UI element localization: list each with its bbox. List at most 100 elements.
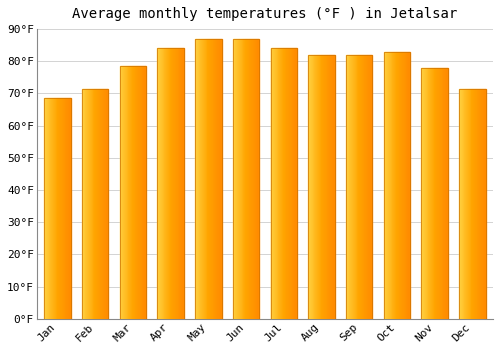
Bar — [406, 51, 408, 319]
Bar — [158, 48, 159, 319]
Bar — [330, 55, 331, 319]
Bar — [445, 68, 446, 319]
Bar — [103, 89, 104, 319]
Bar — [104, 89, 105, 319]
Bar — [59, 98, 60, 319]
Bar — [484, 89, 486, 319]
Bar — [128, 66, 130, 319]
Bar — [94, 89, 95, 319]
Bar — [219, 39, 220, 319]
Bar — [318, 55, 319, 319]
Bar — [390, 51, 392, 319]
Bar — [367, 55, 368, 319]
Bar — [289, 48, 290, 319]
Bar — [275, 48, 276, 319]
Bar — [288, 48, 289, 319]
Bar — [256, 39, 258, 319]
Bar — [272, 48, 273, 319]
Bar — [211, 39, 212, 319]
Bar — [138, 66, 139, 319]
Bar — [239, 39, 240, 319]
Bar — [208, 39, 209, 319]
Bar — [353, 55, 354, 319]
Bar — [89, 89, 90, 319]
Bar — [46, 98, 47, 319]
Bar — [176, 48, 177, 319]
Bar — [240, 39, 241, 319]
Bar — [436, 68, 437, 319]
Bar — [195, 39, 196, 319]
Bar — [258, 39, 259, 319]
Bar — [210, 39, 211, 319]
Bar — [350, 55, 352, 319]
Bar — [166, 48, 167, 319]
Bar — [270, 48, 297, 319]
Bar — [92, 89, 94, 319]
Bar — [48, 98, 50, 319]
Bar — [440, 68, 441, 319]
Bar — [476, 89, 478, 319]
Bar — [354, 55, 355, 319]
Bar — [469, 89, 470, 319]
Bar — [311, 55, 312, 319]
Bar — [441, 68, 442, 319]
Bar — [294, 48, 295, 319]
Bar — [220, 39, 222, 319]
Bar — [430, 68, 431, 319]
Bar — [423, 68, 424, 319]
Bar — [44, 98, 45, 319]
Bar — [61, 98, 62, 319]
Bar — [347, 55, 348, 319]
Bar — [446, 68, 447, 319]
Bar — [348, 55, 350, 319]
Bar — [55, 98, 56, 319]
Bar — [160, 48, 161, 319]
Bar — [144, 66, 145, 319]
Bar — [323, 55, 324, 319]
Bar — [47, 98, 48, 319]
Bar — [202, 39, 203, 319]
Bar — [90, 89, 91, 319]
Bar — [183, 48, 184, 319]
Bar — [370, 55, 372, 319]
Bar — [44, 98, 70, 319]
Bar — [346, 55, 347, 319]
Bar — [247, 39, 248, 319]
Bar — [286, 48, 288, 319]
Bar — [142, 66, 144, 319]
Bar — [145, 66, 146, 319]
Bar — [402, 51, 403, 319]
Bar — [120, 66, 146, 319]
Bar — [291, 48, 292, 319]
Bar — [364, 55, 366, 319]
Bar — [332, 55, 333, 319]
Bar — [136, 66, 138, 319]
Bar — [255, 39, 256, 319]
Bar — [181, 48, 182, 319]
Bar — [250, 39, 252, 319]
Bar — [384, 51, 410, 319]
Bar — [244, 39, 245, 319]
Bar — [387, 51, 388, 319]
Bar — [312, 55, 314, 319]
Bar — [58, 98, 59, 319]
Bar — [359, 55, 360, 319]
Bar — [106, 89, 108, 319]
Bar — [356, 55, 358, 319]
Bar — [205, 39, 206, 319]
Bar — [173, 48, 174, 319]
Bar — [233, 39, 259, 319]
Bar — [483, 89, 484, 319]
Bar — [437, 68, 438, 319]
Bar — [470, 89, 472, 319]
Bar — [426, 68, 428, 319]
Bar — [425, 68, 426, 319]
Bar — [280, 48, 281, 319]
Bar — [82, 89, 83, 319]
Bar — [123, 66, 124, 319]
Bar — [468, 89, 469, 319]
Bar — [67, 98, 68, 319]
Bar — [368, 55, 369, 319]
Bar — [50, 98, 51, 319]
Bar — [95, 89, 96, 319]
